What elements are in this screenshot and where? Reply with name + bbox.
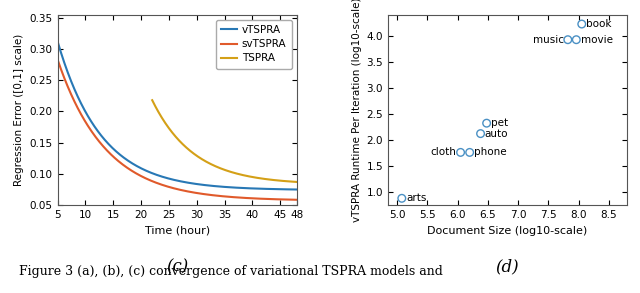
svTSPRA <box>293 198 301 202</box>
Y-axis label: vTSPRA Runtime Per Iteration (log10-scale): vTSPRA Runtime Per Iteration (log10-scal… <box>352 0 362 222</box>
Text: music: music <box>532 35 564 45</box>
Text: phone: phone <box>474 147 506 157</box>
vTSPRA <box>293 188 301 191</box>
vTSPRA <box>183 181 191 184</box>
TSPRA <box>234 172 242 176</box>
svTSPRA <box>183 190 191 193</box>
vTSPRA <box>169 178 177 181</box>
Text: Figure 3 (a), (b), (c) convergence of variational TSPRA models and: Figure 3 (a), (b), (c) convergence of va… <box>19 265 443 278</box>
vTSPRA <box>196 183 204 186</box>
Text: cloth: cloth <box>431 147 456 157</box>
Point <box>481 121 492 125</box>
TSPRA <box>290 180 298 183</box>
Y-axis label: Regression Error ([0,1] scale): Regression Error ([0,1] scale) <box>14 34 24 186</box>
Point <box>476 131 486 136</box>
Line: TSPRA: TSPRA <box>152 100 297 182</box>
svTSPRA <box>54 58 61 61</box>
svTSPRA <box>196 192 204 195</box>
TSPRA <box>267 178 275 181</box>
Text: (c): (c) <box>166 258 188 275</box>
Text: (d): (d) <box>496 258 519 275</box>
Line: svTSPRA: svTSPRA <box>58 59 297 200</box>
vTSPRA <box>287 188 295 191</box>
Text: book: book <box>586 19 611 29</box>
TSPRA <box>217 167 225 170</box>
TSPRA <box>293 180 301 184</box>
svTSPRA <box>168 186 175 189</box>
X-axis label: Document Size (log10-scale): Document Size (log10-scale) <box>428 226 588 236</box>
Line: vTSPRA: vTSPRA <box>58 42 297 190</box>
Text: auto: auto <box>485 129 508 139</box>
Text: arts: arts <box>406 193 426 203</box>
Text: pet: pet <box>491 118 508 128</box>
Point <box>571 37 581 42</box>
vTSPRA <box>54 40 61 43</box>
Legend: vTSPRA, svTSPRA, TSPRA: vTSPRA, svTSPRA, TSPRA <box>216 20 292 69</box>
Point <box>563 37 573 42</box>
vTSPRA <box>250 187 258 190</box>
svTSPRA <box>169 186 177 190</box>
Point <box>577 22 587 26</box>
Point <box>456 150 466 155</box>
svTSPRA <box>250 197 258 200</box>
TSPRA <box>227 170 234 173</box>
TSPRA <box>148 98 156 102</box>
Point <box>397 196 407 201</box>
vTSPRA <box>168 178 175 181</box>
Text: movie: movie <box>580 35 612 45</box>
Point <box>465 150 475 155</box>
svTSPRA <box>287 198 295 201</box>
X-axis label: Time (hour): Time (hour) <box>145 226 210 236</box>
TSPRA <box>218 167 226 171</box>
